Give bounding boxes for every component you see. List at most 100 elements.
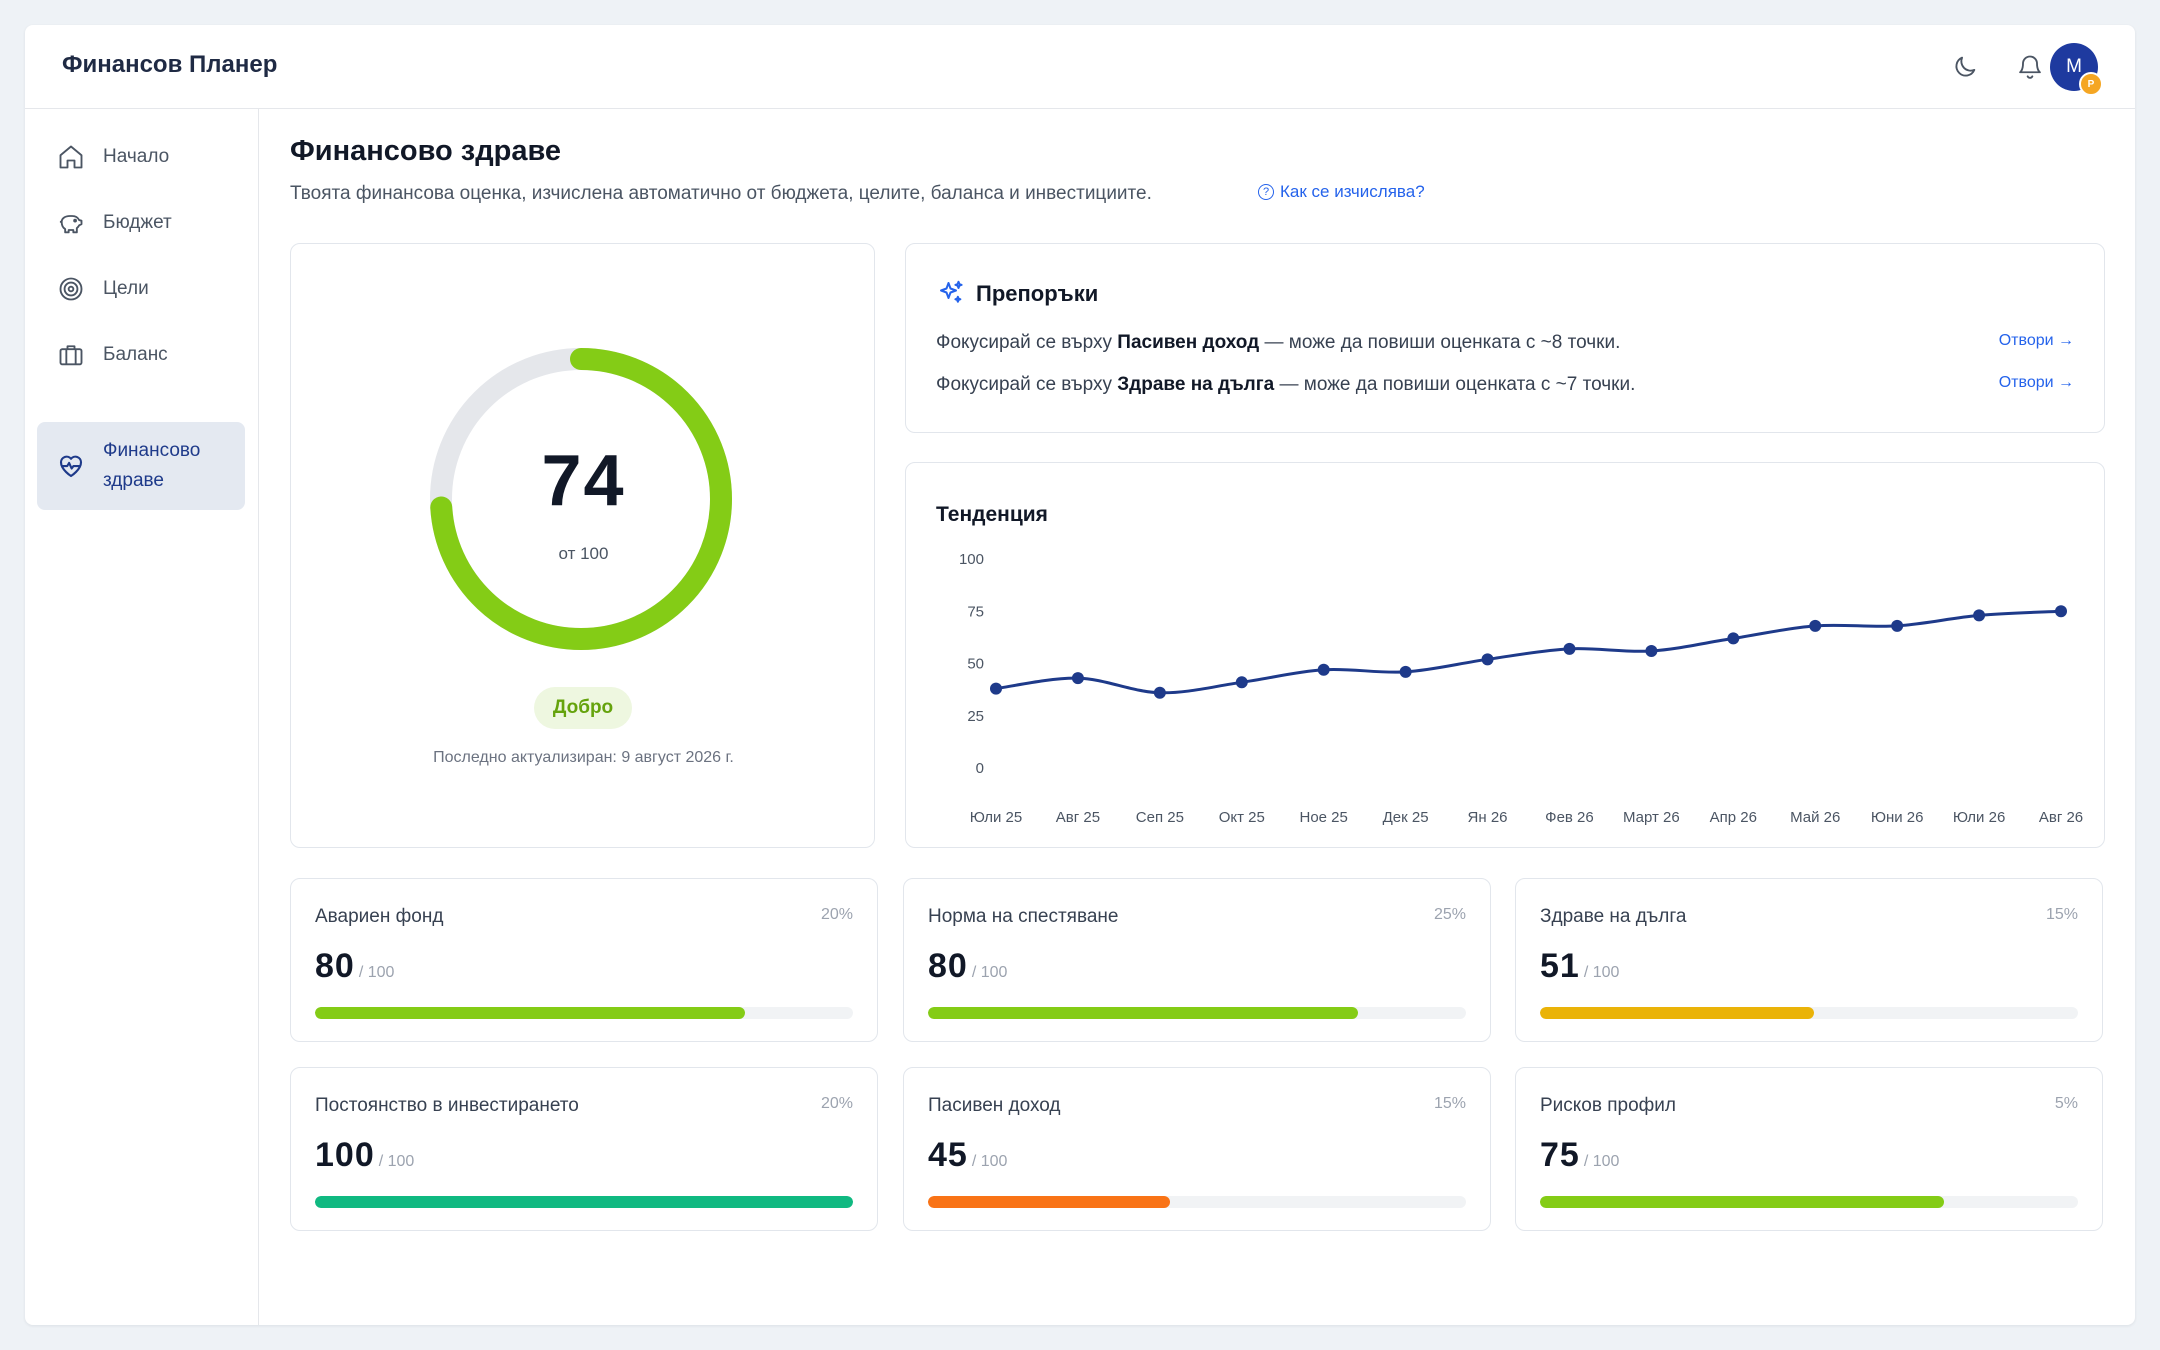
metric-card: Авариен фонд 20% 80/ 100 bbox=[290, 878, 878, 1042]
x-tick-label: Сеп 25 bbox=[1136, 809, 1184, 826]
moon-icon bbox=[1955, 56, 1976, 77]
x-tick-label: Ян 26 bbox=[1468, 809, 1508, 826]
trend-point[interactable] bbox=[1891, 619, 1904, 632]
metric-name: Здраве на дълга bbox=[1540, 906, 1687, 927]
trend-point[interactable] bbox=[1235, 676, 1248, 689]
trend-card: Тенденция 0 25 50 75 100 Юли 25 Авг 25 Сеп 25 Ок… bbox=[905, 462, 2105, 848]
metric-weight: 20% bbox=[820, 906, 853, 923]
trend-point[interactable] bbox=[1727, 632, 1740, 645]
x-tick-label: Окт 25 bbox=[1219, 809, 1265, 826]
trend-point[interactable] bbox=[1645, 644, 1658, 657]
metric-progress-track bbox=[928, 1007, 1466, 1019]
briefcase-icon bbox=[55, 339, 87, 371]
trend-point[interactable] bbox=[990, 682, 1002, 695]
x-tick-label: Юли 25 bbox=[970, 809, 1022, 826]
trend-title: Тенденция bbox=[936, 503, 1048, 526]
metric-value: 80 bbox=[928, 947, 968, 985]
sidebar-item-label: Баланс bbox=[103, 344, 168, 365]
metric-max: / 100 bbox=[378, 1153, 415, 1170]
metric-progress-track bbox=[928, 1196, 1466, 1208]
metric-value-row: 51/ 100 bbox=[1540, 947, 1619, 986]
top-bar: Финансов Планер M P bbox=[25, 25, 2135, 109]
sidebar-item-budget[interactable]: Бюджет bbox=[37, 195, 245, 251]
page-subtitle: Твоята финансова оценка, изчислена автом… bbox=[290, 183, 1152, 204]
how-calculated-link[interactable]: ? Как се изчислява? bbox=[1258, 182, 1425, 202]
metric-progress-fill bbox=[315, 1007, 746, 1019]
sidebar-item-label: Начало bbox=[103, 146, 170, 167]
metric-name: Постоянство в инвестирането bbox=[315, 1095, 579, 1116]
metric-max: / 100 bbox=[358, 964, 395, 981]
trend-point[interactable] bbox=[1071, 672, 1084, 685]
trend-point[interactable] bbox=[1809, 619, 1822, 632]
trend-point[interactable] bbox=[2055, 605, 2067, 618]
metric-card: Постоянство в инвестирането 20% 100/ 100 bbox=[290, 1067, 878, 1231]
sidebar: Начало Бюджет Цели Баланс Финансово здра… bbox=[25, 109, 259, 1325]
home-icon bbox=[55, 141, 87, 173]
trend-line bbox=[995, 609, 2062, 695]
metric-weight: 15% bbox=[2045, 906, 2078, 923]
trend-point[interactable] bbox=[1153, 686, 1166, 699]
how-calculated-label: Как се изчислява? bbox=[1280, 182, 1425, 201]
metric-progress-track bbox=[1540, 1196, 2078, 1208]
metric-name: Норма на спестяване bbox=[928, 906, 1119, 927]
metric-value: 100 bbox=[315, 1136, 375, 1174]
trend-point[interactable] bbox=[1317, 663, 1330, 676]
bell-icon bbox=[2019, 55, 2041, 79]
metric-name: Рисков профил bbox=[1540, 1095, 1677, 1116]
score-card: 74 от 100 Добро Последно актуализиран: 9… bbox=[290, 243, 875, 848]
metric-card: Рисков профил 5% 75/ 100 bbox=[1515, 1067, 2103, 1231]
y-tick-label: 0 bbox=[976, 760, 984, 777]
recommendation-text: Фокусирай се върху Здраве на дълга — мож… bbox=[936, 374, 1636, 395]
y-tick-label: 50 bbox=[967, 656, 984, 673]
trend-point[interactable] bbox=[1563, 642, 1576, 655]
metric-value: 75 bbox=[1540, 1136, 1580, 1174]
metric-weight: 15% bbox=[1433, 1095, 1466, 1112]
score-max-label: от 100 bbox=[558, 544, 609, 563]
recommendation-open-link[interactable]: Отвори → bbox=[1998, 332, 2074, 349]
metric-max: / 100 bbox=[1583, 964, 1620, 981]
metric-progress-track bbox=[315, 1007, 853, 1019]
x-tick-label: Авг 26 bbox=[2039, 809, 2083, 826]
y-tick-label: 100 bbox=[959, 551, 984, 568]
sidebar-item-label: Бюджет bbox=[103, 212, 172, 233]
y-tick-label: 25 bbox=[967, 708, 984, 725]
last-updated-text: Последно актуализиран: 9 август 2026 г. bbox=[433, 749, 734, 766]
x-tick-label: Апр 26 bbox=[1710, 809, 1757, 826]
x-tick-label: Фев 26 bbox=[1545, 809, 1594, 826]
metric-max: / 100 bbox=[971, 1153, 1008, 1170]
score-value: 74 bbox=[541, 441, 626, 521]
score-gauge bbox=[430, 348, 732, 650]
sidebar-item-label: Финансово здраве bbox=[103, 440, 201, 491]
metric-progress-fill bbox=[1540, 1196, 1944, 1208]
notifications-button[interactable] bbox=[2010, 47, 2050, 87]
metric-progress-track bbox=[315, 1196, 853, 1208]
sidebar-item-financial-health[interactable]: Финансово здраве bbox=[37, 422, 245, 510]
metric-weight: 5% bbox=[2054, 1095, 2078, 1112]
x-tick-label: Авг 25 bbox=[1056, 809, 1100, 826]
recommendation-text: Фокусирай се върху Пасивен доход — може … bbox=[936, 332, 1621, 353]
app-title: Финансов Планер bbox=[62, 51, 278, 78]
score-gauge-fill bbox=[430, 348, 732, 650]
heart-pulse-icon bbox=[55, 450, 87, 482]
metric-value: 51 bbox=[1540, 947, 1580, 985]
sidebar-item-home[interactable]: Начало bbox=[37, 129, 245, 185]
sidebar-item-goals[interactable]: Цели bbox=[37, 261, 245, 317]
trend-point[interactable] bbox=[1481, 653, 1494, 666]
user-avatar[interactable]: M bbox=[2050, 43, 2098, 91]
x-tick-label: Юни 26 bbox=[1871, 809, 1924, 826]
x-tick-label: Ное 25 bbox=[1300, 809, 1348, 826]
trend-point[interactable] bbox=[1973, 609, 1986, 622]
metric-progress-track bbox=[1540, 1007, 2078, 1019]
theme-toggle-button[interactable] bbox=[1945, 47, 1985, 87]
piggy-bank-icon bbox=[55, 207, 87, 239]
page-title: Финансово здраве bbox=[290, 135, 562, 167]
recommendation-open-link[interactable]: Отвори → bbox=[1998, 374, 2074, 391]
x-tick-label: Юли 26 bbox=[1953, 809, 2005, 826]
sidebar-item-balance[interactable]: Баланс bbox=[37, 327, 245, 383]
x-tick-label: Май 26 bbox=[1790, 809, 1840, 826]
score-status-badge: Добро bbox=[534, 687, 632, 729]
trend-point[interactable] bbox=[1399, 665, 1412, 678]
metric-value-row: 80/ 100 bbox=[315, 947, 394, 986]
y-tick-label: 75 bbox=[967, 603, 984, 620]
avatar-status-badge: P bbox=[2079, 72, 2103, 96]
